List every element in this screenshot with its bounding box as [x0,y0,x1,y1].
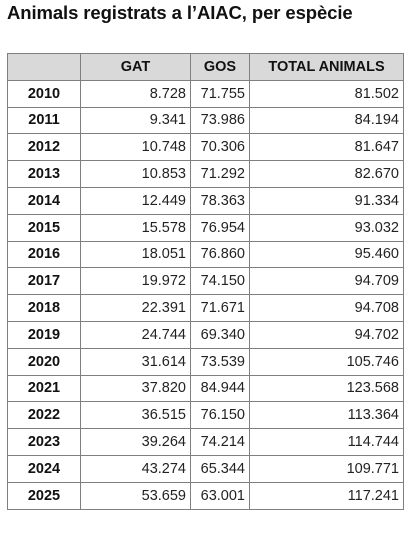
cell-gos: 76.954 [190,213,250,242]
table-row: 2010 8.728 71.755 81.502 [7,79,404,108]
cell-total: 113.364 [249,401,404,430]
cell-year: 2020 [7,347,81,376]
cell-gat: 18.051 [80,240,191,269]
cell-year: 2019 [7,320,81,349]
cell-total: 82.670 [249,160,404,188]
cell-total: 94.708 [249,294,404,322]
cell-year: 2022 [7,401,81,430]
cell-year: 2011 [7,106,81,135]
cell-gat: 53.659 [80,481,191,510]
table-row: 2020 31.614 73.539 105.746 [7,347,404,376]
cell-year: 2015 [7,213,81,242]
cell-total: 94.709 [249,267,404,296]
cell-gat: 10.748 [80,133,191,162]
cell-gos: 63.001 [190,481,250,510]
cell-gos: 71.755 [190,79,250,108]
cell-year: 2014 [7,186,81,215]
data-table: GAT GOS TOTAL ANIMALS 2010 8.728 71.755 81.… [7,53,404,510]
table-row: 2013 10.853 71.292 82.670 [7,160,404,188]
cell-gat: 31.614 [80,347,191,376]
table-row: 2012 10.748 70.306 81.647 [7,133,404,162]
cell-gos: 84.944 [190,374,250,403]
cell-gos: 71.671 [190,294,250,322]
cell-gos: 76.150 [190,401,250,430]
cell-total: 114.744 [249,428,404,456]
column-header-total: TOTAL ANIMALS [249,53,404,81]
cell-total: 84.194 [249,106,404,135]
table-row: 2018 22.391 71.671 94.708 [7,294,404,322]
cell-total: 117.241 [249,481,404,510]
table-row: 2024 43.274 65.344 109.771 [7,454,404,483]
table-row: 2011 9.341 73.986 84.194 [7,106,404,135]
table-header-row: GAT GOS TOTAL ANIMALS [7,53,404,81]
cell-gat: 37.820 [80,374,191,403]
cell-gat: 9.341 [80,106,191,135]
cell-total: 94.702 [249,320,404,349]
table-row: 2017 19.972 74.150 94.709 [7,267,404,296]
cell-year: 2017 [7,267,81,296]
table-row: 2023 39.264 74.214 114.744 [7,428,404,456]
table-row: 2021 37.820 84.944 123.568 [7,374,404,403]
table-row: 2015 15.578 76.954 93.032 [7,213,404,242]
cell-gat: 39.264 [80,428,191,456]
cell-gos: 76.860 [190,240,250,269]
cell-gat: 19.972 [80,267,191,296]
table-row: 2014 12.449 78.363 91.334 [7,186,404,215]
table-row: 2025 53.659 63.001 117.241 [7,481,404,510]
table-body: 2010 8.728 71.755 81.502 2011 9.341 73.986 84.1… [7,79,404,510]
cell-gos: 74.150 [190,267,250,296]
cell-gos: 73.539 [190,347,250,376]
cell-gat: 22.391 [80,294,191,322]
table-row: 2016 18.051 76.860 95.460 [7,240,404,269]
cell-year: 2012 [7,133,81,162]
cell-total: 81.647 [249,133,404,162]
page-title: Animals registrats a l’AIAC, per espècie [7,2,353,23]
table-row: 2019 24.744 69.340 94.702 [7,320,404,349]
cell-gat: 8.728 [80,79,191,108]
cell-year: 2013 [7,160,81,188]
column-header-gat: GAT [80,53,191,81]
cell-gat: 43.274 [80,454,191,483]
cell-gat: 10.853 [80,160,191,188]
cell-total: 93.032 [249,213,404,242]
cell-year: 2018 [7,294,81,322]
cell-year: 2021 [7,374,81,403]
cell-year: 2024 [7,454,81,483]
cell-total: 123.568 [249,374,404,403]
cell-gos: 70.306 [190,133,250,162]
cell-gat: 12.449 [80,186,191,215]
cell-gos: 71.292 [190,160,250,188]
cell-gos: 69.340 [190,320,250,349]
column-header-year [7,53,81,81]
cell-gos: 73.986 [190,106,250,135]
column-header-gos: GOS [190,53,250,81]
cell-total: 95.460 [249,240,404,269]
cell-total: 81.502 [249,79,404,108]
table-row: 2022 36.515 76.150 113.364 [7,401,404,430]
cell-year: 2016 [7,240,81,269]
cell-total: 105.746 [249,347,404,376]
cell-gos: 78.363 [190,186,250,215]
cell-total: 91.334 [249,186,404,215]
cell-gat: 36.515 [80,401,191,430]
cell-year: 2025 [7,481,81,510]
cell-year: 2010 [7,79,81,108]
cell-year: 2023 [7,428,81,456]
cell-gat: 15.578 [80,213,191,242]
cell-gat: 24.744 [80,320,191,349]
cell-gos: 65.344 [190,454,250,483]
cell-gos: 74.214 [190,428,250,456]
cell-total: 109.771 [249,454,404,483]
